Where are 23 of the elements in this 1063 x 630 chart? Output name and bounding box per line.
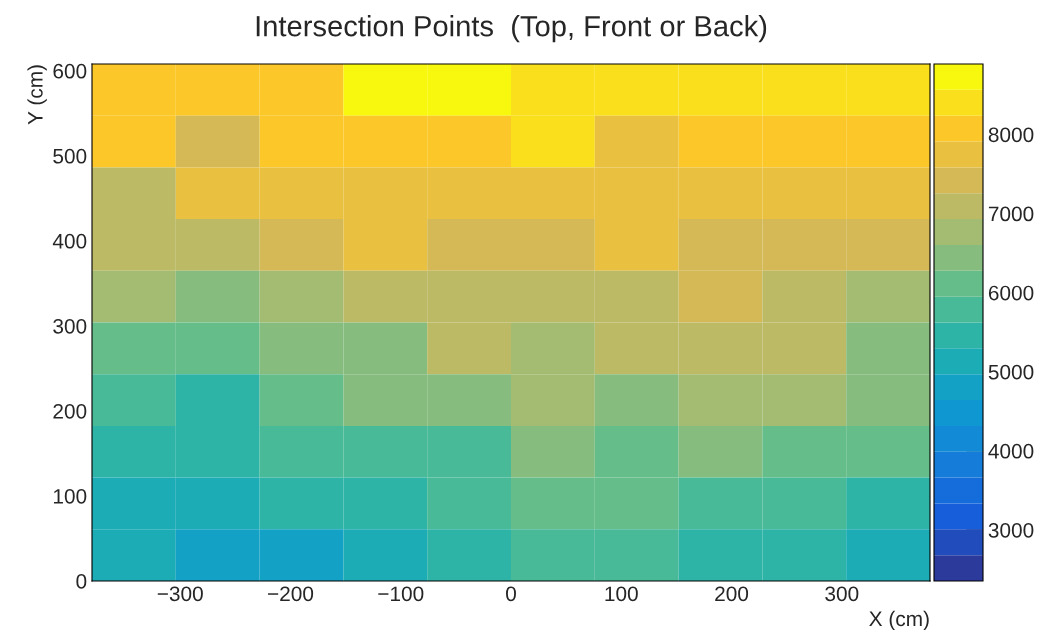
y-tick-label: 400	[52, 233, 87, 249]
y-tick-label: 0	[76, 574, 87, 589]
y-tick-label: 500	[53, 148, 87, 164]
y-tick-label: 100	[53, 488, 87, 504]
x-tick-label: −100	[378, 586, 424, 602]
color-bar-label: 6000	[988, 285, 1034, 301]
x-tick-label: 100	[605, 586, 638, 602]
x-tick-label: −300	[157, 586, 203, 602]
y-tick-label: 200	[53, 403, 87, 419]
color-bar-label: 3000	[988, 522, 1034, 538]
x-tick-label: 300	[825, 586, 859, 602]
color-bar-label: 4000	[988, 443, 1034, 459]
x-axis-title: X (cm)	[869, 610, 929, 630]
y-axis-title: Y (cm)	[27, 65, 47, 125]
y-tick-label: 600	[53, 63, 87, 79]
x-tick-label: 0	[506, 586, 516, 602]
color-bar-label: 7000	[988, 206, 1034, 222]
chart-title: Intersection Points (Top, Front or Back)	[256, 15, 767, 43]
color-bar-label: 5000	[988, 364, 1034, 380]
x-tick-label: 200	[715, 586, 749, 602]
x-tick-label: −200	[268, 586, 314, 602]
y-tick-label: 300	[53, 318, 87, 334]
color-bar-label: 8000	[988, 127, 1034, 143]
